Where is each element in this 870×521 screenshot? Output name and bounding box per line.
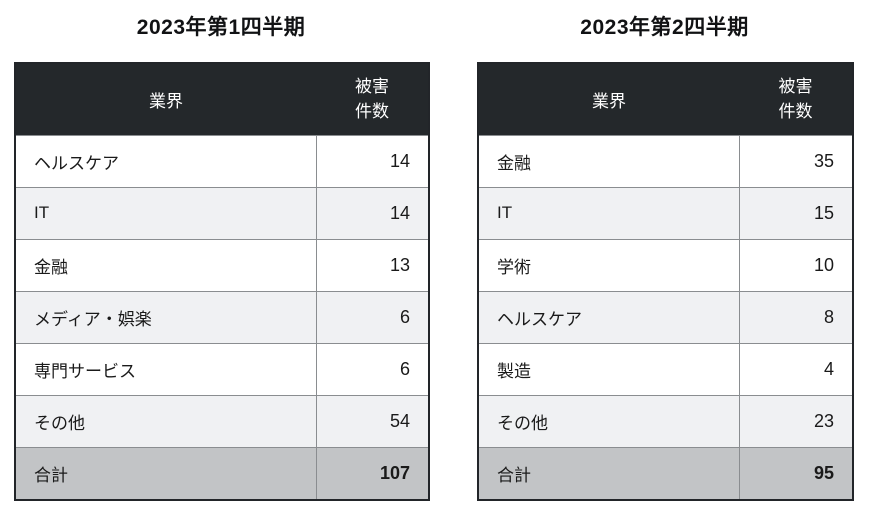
industry-cell: ヘルスケア bbox=[477, 290, 740, 344]
panel-q1: 2023年第1四半期 業界 被害件数 ヘルスケア 14 IT 14 bbox=[14, 14, 430, 501]
count-cell: 6 bbox=[315, 342, 430, 396]
table-row: IT 15 bbox=[477, 186, 854, 240]
industry-cell: IT bbox=[14, 186, 317, 240]
table-row: 製造 4 bbox=[477, 342, 854, 396]
industry-cell: ヘルスケア bbox=[14, 134, 317, 188]
table-title-q1: 2023年第1四半期 bbox=[136, 16, 306, 39]
total-label-cell: 合計 bbox=[14, 446, 317, 501]
industry-cell: 専門サービス bbox=[14, 342, 317, 396]
total-row: 合計 107 bbox=[14, 446, 430, 501]
count-cell: 8 bbox=[738, 290, 854, 344]
table-row: IT 14 bbox=[14, 186, 430, 240]
industry-cell: その他 bbox=[14, 394, 317, 448]
count-cell: 15 bbox=[738, 186, 854, 240]
table-row: ヘルスケア 8 bbox=[477, 290, 854, 344]
table-row: その他 54 bbox=[14, 394, 430, 448]
industry-cell: 学術 bbox=[477, 238, 740, 292]
incidents-table-q2: 業界 被害件数 金融 35 IT 15 学術 10 ヘルスケア bbox=[477, 62, 854, 501]
count-cell: 14 bbox=[315, 134, 430, 188]
total-value-cell: 107 bbox=[315, 446, 430, 501]
table-row: 学術 10 bbox=[477, 238, 854, 292]
table-header-q2: 業界 被害件数 bbox=[478, 63, 853, 135]
column-header-industry: 業界 bbox=[478, 63, 739, 135]
table-row: 金融 35 bbox=[477, 134, 854, 188]
table-body-q2: 金融 35 IT 15 学術 10 ヘルスケア 8 製造 4 bbox=[477, 134, 854, 501]
total-row: 合計 95 bbox=[477, 446, 854, 501]
column-header-damage-count: 被害件数 bbox=[316, 63, 429, 135]
industry-cell: 金融 bbox=[477, 134, 740, 188]
industry-cell: 製造 bbox=[477, 342, 740, 396]
table-row: その他 23 bbox=[477, 394, 854, 448]
table-body-q1: ヘルスケア 14 IT 14 金融 13 メディア・娯楽 6 専門サービス bbox=[14, 134, 430, 501]
count-cell: 4 bbox=[738, 342, 854, 396]
table-row: 金融 13 bbox=[14, 238, 430, 292]
count-cell: 14 bbox=[315, 186, 430, 240]
industry-cell: その他 bbox=[477, 394, 740, 448]
header-row: 業界 被害件数 bbox=[478, 63, 853, 135]
table-header-q1: 業界 被害件数 bbox=[15, 63, 429, 135]
count-cell: 54 bbox=[315, 394, 430, 448]
table-row: 専門サービス 6 bbox=[14, 342, 430, 396]
column-header-damage-count: 被害件数 bbox=[739, 63, 853, 135]
header-row: 業界 被害件数 bbox=[15, 63, 429, 135]
column-header-industry: 業界 bbox=[15, 63, 316, 135]
industry-cell: メディア・娯楽 bbox=[14, 290, 317, 344]
table-row: メディア・娯楽 6 bbox=[14, 290, 430, 344]
total-value-cell: 95 bbox=[738, 446, 854, 501]
panel-q2: 2023年第2四半期 業界 被害件数 金融 35 IT 15 学術 bbox=[477, 14, 854, 501]
industry-cell: IT bbox=[477, 186, 740, 240]
column-header-damage-count-label: 被害件数 bbox=[354, 76, 389, 122]
count-cell: 13 bbox=[315, 238, 430, 292]
table-row: ヘルスケア 14 bbox=[14, 134, 430, 188]
count-cell: 35 bbox=[738, 134, 854, 188]
incidents-table-q1: 業界 被害件数 ヘルスケア 14 IT 14 金融 13 メディア・ bbox=[14, 62, 430, 501]
count-cell: 10 bbox=[738, 238, 854, 292]
industry-cell: 金融 bbox=[14, 238, 317, 292]
table-title-q2: 2023年第2四半期 bbox=[580, 16, 749, 39]
count-cell: 6 bbox=[315, 290, 430, 344]
column-header-damage-count-label: 被害件数 bbox=[778, 76, 813, 122]
total-label-cell: 合計 bbox=[477, 446, 740, 501]
count-cell: 23 bbox=[738, 394, 854, 448]
